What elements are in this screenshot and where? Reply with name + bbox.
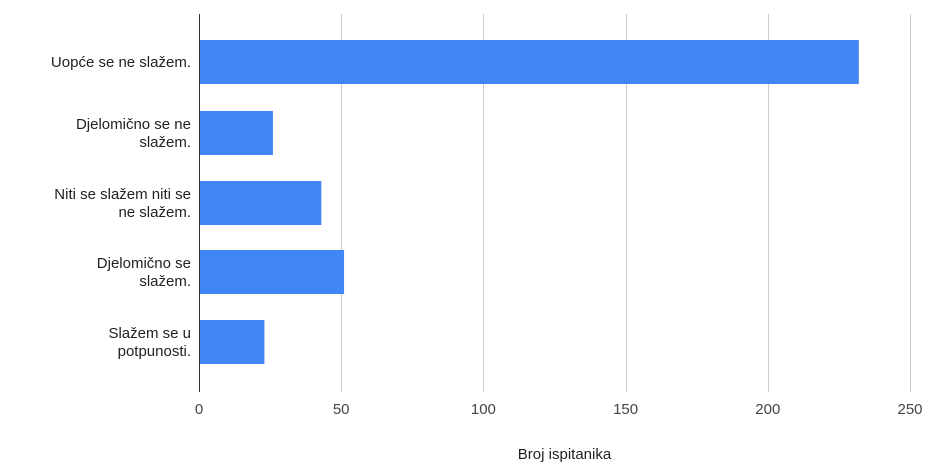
bar-5 bbox=[199, 320, 265, 364]
bar-1 bbox=[199, 40, 859, 84]
bar-2 bbox=[199, 111, 273, 155]
x-tick-label: 150 bbox=[613, 401, 638, 418]
x-tick-label: 50 bbox=[333, 401, 350, 418]
category-label-2: Djelomično se ne slažem. bbox=[76, 116, 191, 151]
category-label-5: Slažem se u potpunosti. bbox=[108, 325, 191, 360]
bar-3 bbox=[199, 181, 322, 225]
tick-labels: 0 50 100 150 200 250 bbox=[195, 401, 923, 418]
x-axis-title: Broj ispitanika bbox=[518, 446, 612, 463]
x-tick-label: 0 bbox=[195, 401, 203, 418]
x-tick-label: 100 bbox=[471, 401, 496, 418]
x-tick-label: 250 bbox=[897, 401, 922, 418]
bar-4 bbox=[199, 250, 345, 294]
category-label-1: Uopće se ne slažem. bbox=[51, 54, 191, 71]
category-label-4: Djelomično se slažem. bbox=[97, 255, 191, 290]
category-label-3: Niti se slažem niti se ne slažem. bbox=[54, 186, 191, 221]
x-tick-label: 200 bbox=[755, 401, 780, 418]
bars bbox=[199, 40, 859, 364]
category-labels: Uopće se ne slažem. Djelomično se ne slaže… bbox=[51, 54, 191, 360]
